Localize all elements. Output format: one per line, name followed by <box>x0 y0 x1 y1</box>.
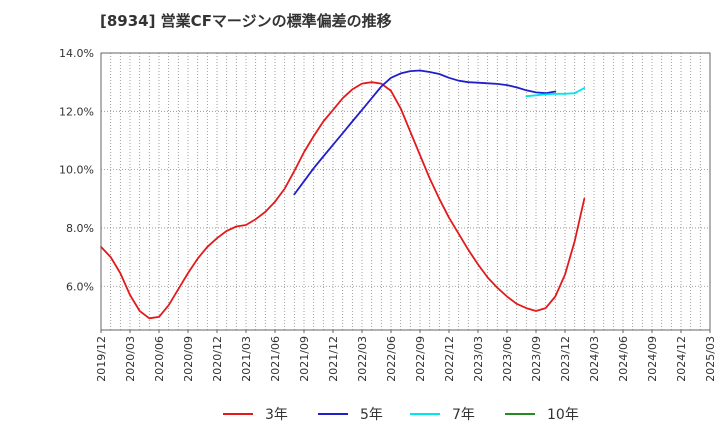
y-tick-label: 12.0% <box>59 105 94 118</box>
x-tick-label: 2021/06 <box>269 336 282 382</box>
x-tick-label: 2022/03 <box>356 336 369 382</box>
legend-label: 5年 <box>360 407 383 423</box>
x-axis: 2019/12 2020/03 2020/06 2020/09 2020/12 2021/… <box>95 330 717 382</box>
x-tick-label: 2024/06 <box>617 336 630 382</box>
x-tick-label: 2023/06 <box>501 336 514 382</box>
x-tick-label: 2022/09 <box>414 336 427 382</box>
x-tick-label: 2025/03 <box>704 336 717 382</box>
grid-layer <box>100 52 711 330</box>
x-tick-label: 2020/09 <box>182 336 195 382</box>
y-axis: 6.0% 8.0% 10.0% 12.0% 14.0% <box>59 47 94 293</box>
series-line-1 <box>293 69 557 196</box>
x-tick-label: 2023/12 <box>559 336 572 382</box>
x-tick-label: 2020/06 <box>153 336 166 382</box>
x-tick-label: 2020/03 <box>124 336 137 382</box>
x-tick-label: 2020/12 <box>211 336 224 382</box>
series-line-0 <box>100 81 586 320</box>
x-tick-label: 2023/09 <box>530 336 543 382</box>
y-tick-label: 8.0% <box>66 222 94 235</box>
y-tick-label: 14.0% <box>59 47 94 60</box>
legend-label: 3年 <box>265 407 288 423</box>
series-line-2 <box>525 87 586 98</box>
legend-label: 10年 <box>547 407 579 423</box>
x-tick-label: 2024/03 <box>588 336 601 382</box>
legend-label: 7年 <box>452 407 475 423</box>
x-tick-label: 2019/12 <box>95 336 108 382</box>
x-tick-label: 2021/09 <box>298 336 311 382</box>
legend: 3年 5年 7年 10年 <box>223 407 579 423</box>
x-tick-label: 2024/12 <box>675 336 688 382</box>
y-tick-label: 6.0% <box>66 280 94 293</box>
x-tick-label: 2022/12 <box>443 336 456 382</box>
y-tick-label: 10.0% <box>59 164 94 177</box>
plot-frame <box>100 52 711 331</box>
x-tick-label: 2022/06 <box>385 336 398 382</box>
x-tick-label: 2021/12 <box>327 336 340 382</box>
series-layer <box>100 69 586 320</box>
chart-title: [8934] 営業CFマージンの標準偏差の推移 <box>100 12 392 30</box>
x-tick-label: 2023/03 <box>472 336 485 382</box>
x-tick-label: 2024/09 <box>646 336 659 382</box>
x-tick-label: 2021/03 <box>240 336 253 382</box>
